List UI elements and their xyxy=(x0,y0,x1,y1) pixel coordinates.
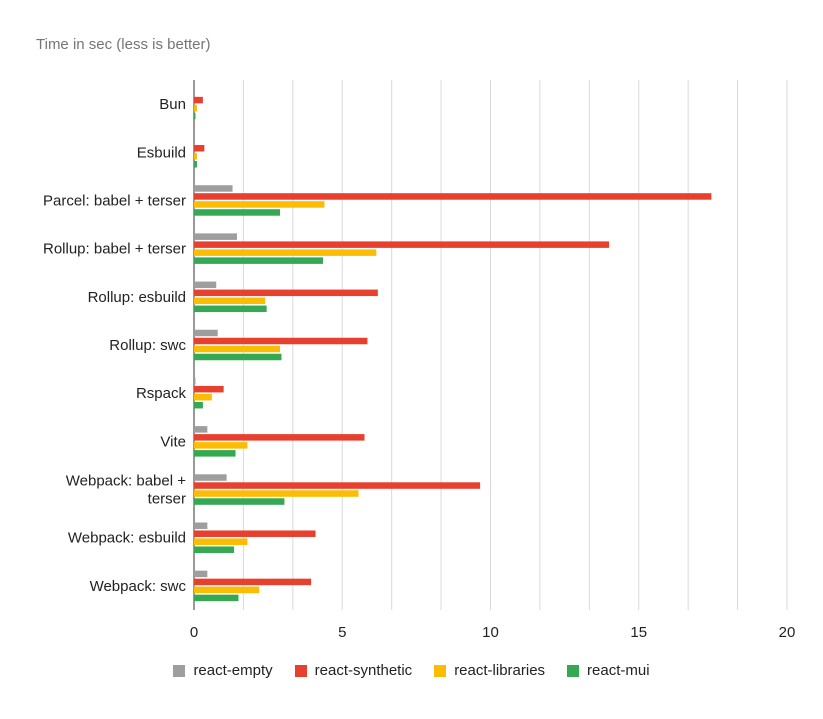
bar-react-libraries xyxy=(194,201,325,208)
bar-react-empty xyxy=(194,570,208,578)
x-tick-label: 15 xyxy=(630,624,647,641)
legend-label: react-mui xyxy=(587,662,650,679)
category-label: Bun xyxy=(159,96,186,113)
bar-react-synthetic xyxy=(194,385,224,393)
legend-label: react-libraries xyxy=(454,662,546,679)
category-label: Webpack: swc xyxy=(90,578,187,595)
bar-react-synthetic xyxy=(194,530,316,537)
chart-title: Time in sec (less is better) xyxy=(36,36,211,53)
x-tick-label: 0 xyxy=(190,624,198,641)
x-tick-label: 20 xyxy=(779,624,796,641)
bar-react-synthetic xyxy=(194,96,203,104)
bar-react-synthetic xyxy=(194,193,712,200)
category-label: Webpack: babel + xyxy=(66,473,186,490)
bar-react-synthetic xyxy=(194,482,481,489)
category-label: Esbuild xyxy=(137,144,186,161)
legend-swatch xyxy=(434,664,447,677)
legend-label: react-empty xyxy=(193,662,273,679)
legend-swatch xyxy=(173,664,186,677)
legend-swatch xyxy=(294,664,307,677)
category-label: Webpack: esbuild xyxy=(68,530,186,547)
bar-react-empty xyxy=(194,281,217,289)
bar-react-empty xyxy=(194,233,237,240)
bar-react-libraries xyxy=(194,586,260,594)
bar-react-mui xyxy=(194,353,282,361)
category-label: Parcel: babel + terser xyxy=(43,192,186,209)
x-tick-label: 5 xyxy=(338,624,346,641)
category-label: Rollup: swc xyxy=(109,337,186,354)
legend-label: react-synthetic xyxy=(314,662,413,679)
bar-react-synthetic xyxy=(194,145,205,152)
category-label: Rollup: esbuild xyxy=(88,289,186,306)
bar-react-libraries xyxy=(194,538,248,545)
bar-react-empty xyxy=(194,185,233,192)
bar-react-synthetic xyxy=(194,578,312,586)
bar-react-mui xyxy=(194,305,267,313)
bar-react-mui xyxy=(194,161,197,168)
plot-area: 0 5 10 15 20 Bun Esbuild Parcel: babel + terser… xyxy=(43,80,796,641)
bar-react-libraries xyxy=(194,490,359,497)
bar-react-synthetic xyxy=(194,434,365,441)
legend-swatch xyxy=(567,664,580,677)
bar-react-mui xyxy=(194,450,236,457)
bar-react-empty xyxy=(194,474,227,481)
bar-react-mui xyxy=(194,209,280,216)
category-label: Rollup: babel + terser xyxy=(43,241,186,258)
bar-react-libraries xyxy=(194,104,197,112)
bar-react-mui xyxy=(194,112,196,120)
legend-item: react-mui xyxy=(567,662,650,679)
legend: react-empty react-synthetic react-librarie… xyxy=(0,662,823,679)
bar-react-empty xyxy=(194,426,208,433)
legend-item: react-libraries xyxy=(434,662,545,679)
bar-react-libraries xyxy=(194,153,197,160)
category-label: Rspack xyxy=(136,385,187,402)
bar-react-mui xyxy=(194,401,203,409)
bar-react-synthetic xyxy=(194,241,610,248)
bar-react-mui xyxy=(194,594,239,602)
bar-react-empty xyxy=(194,522,208,529)
bar-react-empty xyxy=(194,377,196,385)
category-label: terser xyxy=(148,491,186,508)
bar-react-synthetic xyxy=(194,337,368,345)
bar-react-libraries xyxy=(194,345,280,353)
bar-react-libraries xyxy=(194,249,377,256)
bar-react-synthetic xyxy=(194,289,378,297)
legend-item: react-empty xyxy=(173,662,273,679)
x-tick-label: 10 xyxy=(482,624,499,641)
bar-react-mui xyxy=(194,257,323,264)
bar-react-mui xyxy=(194,498,285,505)
bar-react-empty xyxy=(194,329,218,337)
legend-item: react-synthetic xyxy=(294,662,413,679)
bar-react-mui xyxy=(194,546,235,553)
bar-react-libraries xyxy=(194,442,248,449)
bar-react-libraries xyxy=(194,393,212,401)
category-label: Vite xyxy=(160,433,186,450)
bar-react-libraries xyxy=(194,297,266,305)
